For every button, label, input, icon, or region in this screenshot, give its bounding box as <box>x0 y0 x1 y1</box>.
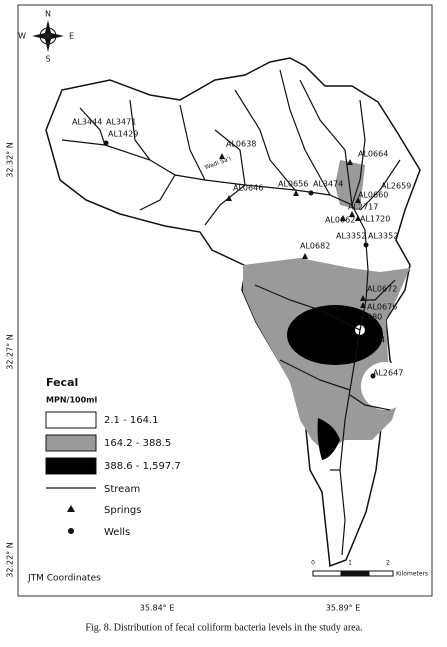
spring-symbol <box>226 195 232 201</box>
stream <box>234 89 296 191</box>
lon-label: 35.84° E <box>140 604 175 613</box>
legend-springs: Springs <box>104 505 141 516</box>
spring-symbol <box>293 190 299 196</box>
spring-symbol <box>302 253 308 259</box>
lat-label: 32.32° N <box>6 142 15 177</box>
legend-stream: Stream <box>104 484 140 495</box>
site-label: 14 <box>375 336 385 345</box>
stream <box>366 279 396 301</box>
site-label: AL0662 <box>325 216 355 225</box>
site-label: AL3474 <box>313 180 343 189</box>
site-label: AL0638 <box>226 140 256 149</box>
stream <box>359 159 401 211</box>
well-symbol <box>370 373 376 379</box>
stream <box>129 99 151 161</box>
legend: Fecal MPN/100ml 2.1 - 164.1 164.2 - 388.… <box>45 376 181 538</box>
site-label: AL2717 <box>348 203 378 212</box>
site-label: AL2659 <box>381 182 411 191</box>
spring-symbol <box>347 159 353 165</box>
site-label: AL0656 <box>278 180 308 189</box>
spring-symbol <box>360 295 366 301</box>
site-label: AL0646 <box>233 184 263 193</box>
stream <box>351 99 366 206</box>
zone-high <box>287 305 383 365</box>
compass-s: S <box>45 55 50 64</box>
zone-high-south <box>317 418 340 460</box>
legend-class: 164.2 - 388.5 <box>104 438 171 449</box>
legend-swatch <box>45 434 97 452</box>
spring-symbol <box>349 211 355 217</box>
stream <box>214 129 246 186</box>
site-label: AL2647 <box>373 369 403 378</box>
compass-rose: N E S W <box>18 10 74 64</box>
scale-tick: 1 <box>348 560 352 567</box>
spring-symbol <box>355 197 361 203</box>
site-label: AL0682 <box>300 242 330 251</box>
sites: AL3444 AL3471 AL1429 AL0638 AL0646 AL0656 AL34… <box>72 118 411 379</box>
stream <box>299 79 353 206</box>
coordinates-note: JTM Coordinates <box>27 574 101 584</box>
site-label: AL3471 <box>106 118 136 127</box>
caption: Fig. 8. Distribution of fecal coliform b… <box>85 622 362 633</box>
compass-e: E <box>69 32 74 41</box>
lat-label: 32.27° N <box>6 334 15 369</box>
compass-w: W <box>18 32 26 41</box>
stream <box>254 284 361 331</box>
legend-well-symbol <box>68 528 74 534</box>
lat-label: 32.22° N <box>6 542 15 577</box>
stream <box>279 69 331 196</box>
compass-n: N <box>45 10 51 19</box>
legend-title: Fecal <box>46 376 78 389</box>
site-label: AL3352 <box>336 232 366 241</box>
legend-swatch <box>45 411 97 429</box>
legend-swatch <box>45 457 97 475</box>
site-label: AL3444 <box>72 118 102 127</box>
scale-bar: 0 1 2 Kilometers <box>311 560 428 578</box>
streams <box>61 69 401 556</box>
spring-symbol <box>355 215 361 221</box>
stream <box>279 359 351 391</box>
well-symbol <box>363 242 369 248</box>
spring-symbol <box>219 153 225 159</box>
lon-label: 35.89° E <box>326 604 361 613</box>
scale-tick: 0 <box>311 560 315 567</box>
site-label: 680 <box>367 313 382 322</box>
scale-tick: 2 <box>386 560 390 567</box>
site-label: AL0672 <box>367 285 397 294</box>
legend-class: 388.6 - 1,597.7 <box>104 461 181 472</box>
legend-class: 2.1 - 164.1 <box>104 415 159 426</box>
scale-unit: Kilometers <box>396 571 428 578</box>
site-label: AL0676 <box>367 303 397 312</box>
stream <box>139 174 176 211</box>
stream <box>179 104 206 181</box>
site-label: AL1429 <box>108 130 138 139</box>
stream <box>349 394 391 411</box>
site-label: AL1720 <box>360 215 390 224</box>
site-label: AL0664 <box>358 150 388 159</box>
well-symbol <box>103 140 109 146</box>
legend-wells: Wells <box>104 527 130 538</box>
stream <box>204 184 246 226</box>
well-symbol <box>308 190 314 196</box>
legend-spring-symbol <box>67 505 75 512</box>
site-label: AL3352 <box>368 232 398 241</box>
spring-symbol <box>340 215 346 221</box>
legend-unit: MPN/100ml <box>46 396 97 405</box>
spring-symbol <box>360 302 366 308</box>
stream <box>79 107 106 146</box>
site-label: AL0660 <box>358 191 388 200</box>
